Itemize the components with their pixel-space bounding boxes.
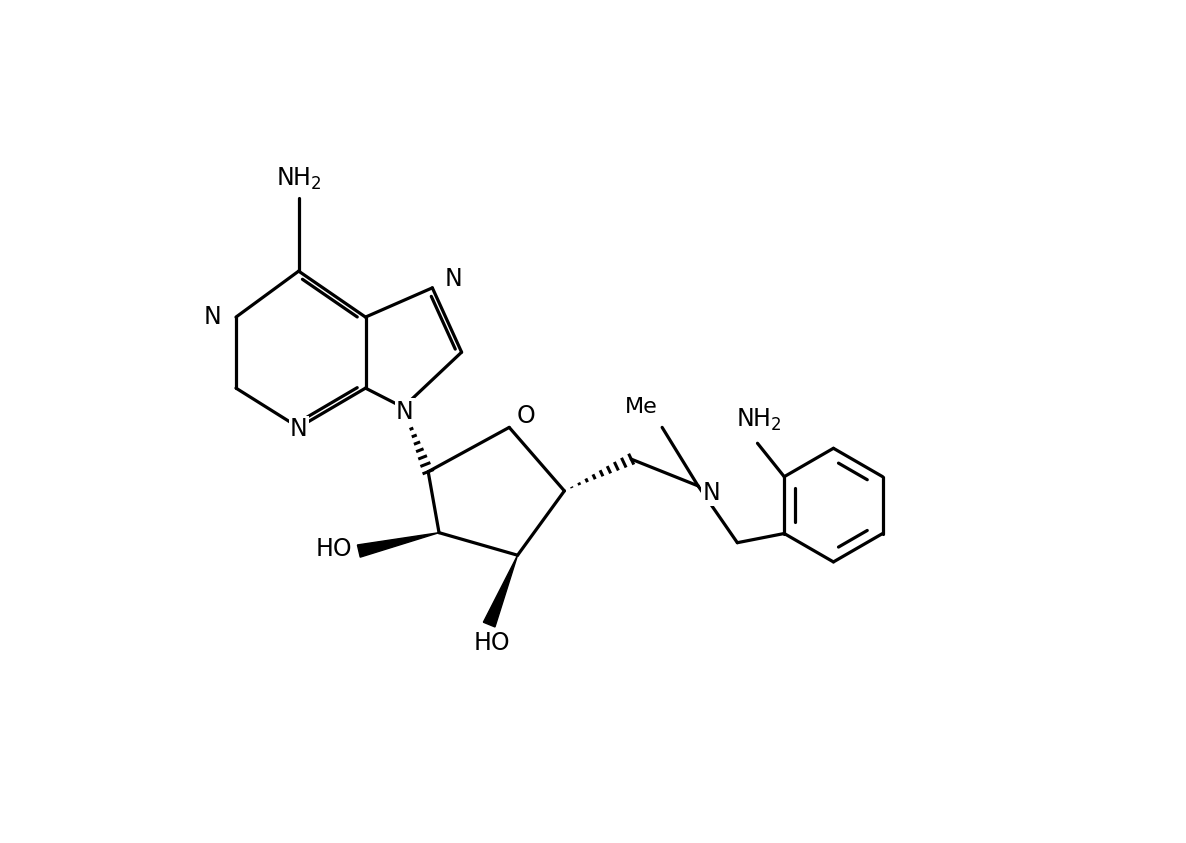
Text: NH$_2$: NH$_2$ bbox=[276, 165, 321, 191]
Text: N: N bbox=[396, 400, 414, 423]
Text: HO: HO bbox=[315, 537, 352, 561]
Text: N: N bbox=[289, 417, 307, 441]
Text: N: N bbox=[445, 267, 463, 292]
Text: O: O bbox=[517, 404, 535, 427]
Polygon shape bbox=[357, 533, 439, 557]
Text: N: N bbox=[702, 481, 720, 505]
Text: N: N bbox=[203, 305, 221, 329]
Text: NH$_2$: NH$_2$ bbox=[737, 407, 782, 433]
Text: HO: HO bbox=[473, 631, 510, 655]
Polygon shape bbox=[484, 556, 517, 627]
Text: Me: Me bbox=[625, 397, 658, 417]
